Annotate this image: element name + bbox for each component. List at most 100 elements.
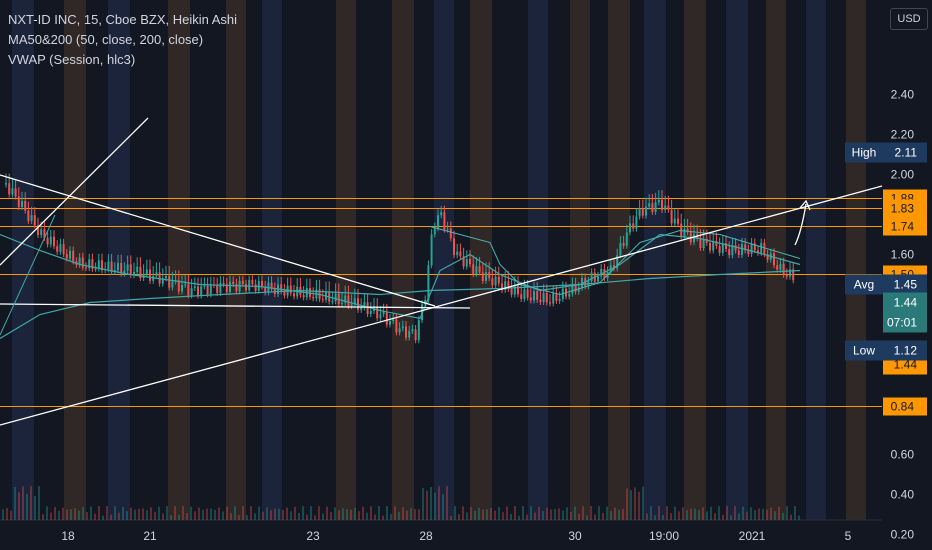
candle-body (360, 307, 363, 310)
candle-body (504, 281, 507, 291)
candle-body (264, 286, 267, 293)
volume-bar (6, 508, 8, 520)
volume-bar (422, 487, 424, 520)
candle-body (376, 306, 379, 319)
candle-body (193, 286, 196, 289)
volume-bar (334, 507, 336, 520)
volume-bar (162, 513, 164, 520)
volume-bar (386, 506, 388, 520)
candle-body (481, 272, 484, 281)
price-tag-value: 1.12 (894, 344, 918, 358)
volume-bar (798, 515, 800, 520)
candle-body (312, 296, 315, 299)
volume-bar (586, 515, 588, 520)
candle-body (673, 218, 676, 224)
candle-body (120, 262, 123, 274)
candle-body (526, 289, 529, 298)
candle-body (398, 328, 401, 333)
candle-body (497, 276, 500, 284)
price-tag-bg (883, 274, 927, 295)
candle-body (59, 244, 62, 252)
volume-bar (750, 507, 752, 520)
candle-body (187, 284, 190, 296)
session-band (726, 0, 748, 520)
session-band (336, 0, 356, 520)
candle-body (184, 284, 187, 286)
volume-bar (718, 506, 720, 520)
volume-bar (738, 513, 740, 520)
candle-body (456, 251, 459, 256)
candle-body (248, 279, 251, 291)
volume-bar (658, 506, 660, 520)
volume-bar (150, 507, 152, 520)
session-band (806, 0, 826, 520)
candle-body (209, 284, 212, 295)
price-tag-value: 2.11 (895, 146, 918, 160)
volume-bar (606, 506, 608, 520)
volume-bar (314, 515, 316, 520)
candle-body (241, 280, 244, 284)
volume-bar (650, 506, 652, 520)
candle-body (190, 288, 193, 296)
candle-body (37, 225, 39, 235)
volume-bar (262, 511, 264, 520)
session-band (226, 0, 246, 520)
volume-bar (302, 506, 304, 520)
candle-body (152, 276, 155, 281)
candle-body (139, 266, 142, 279)
volume-bar (590, 506, 592, 520)
volume-bar (662, 514, 664, 520)
volume-bar (642, 486, 644, 520)
candle-body (270, 282, 273, 290)
candle-body (718, 245, 721, 253)
x-tick-label: 2021 (739, 529, 766, 543)
candle-body (219, 282, 222, 293)
candle-body (507, 281, 510, 289)
candle-body (539, 299, 542, 302)
volume-bar (258, 506, 260, 520)
candle-body (341, 302, 343, 304)
volume-bar (686, 509, 688, 520)
volume-bar (578, 513, 580, 520)
volume-bar (230, 513, 232, 520)
volume-bar (210, 508, 212, 520)
candle-body (245, 283, 247, 291)
session-band (528, 0, 548, 520)
volume-bar (790, 514, 792, 520)
candle-body (449, 228, 452, 239)
price-tag-value: 1.44 (894, 358, 918, 372)
candle-body (206, 285, 209, 295)
trend-line-teal (0, 214, 56, 336)
candle-body (475, 266, 478, 274)
candle-body (629, 223, 631, 233)
volume-bar (498, 507, 500, 520)
volume-bar (786, 506, 788, 520)
candle-body (533, 291, 535, 301)
currency-button[interactable]: USD (890, 8, 928, 30)
volume-bar (406, 510, 408, 520)
volume-bar (682, 507, 684, 520)
volume-bar (138, 508, 140, 520)
candle-body (411, 329, 414, 332)
candle-body (145, 269, 148, 275)
candle-body (283, 291, 286, 296)
volume-bar (634, 487, 636, 520)
volume-bar (254, 513, 256, 520)
volume-bar (446, 486, 448, 520)
horizontal-line (0, 303, 471, 309)
candle-body (91, 259, 94, 269)
session-band (262, 0, 282, 520)
candle-body (462, 256, 465, 267)
session-band (570, 0, 590, 520)
candle-body (469, 258, 471, 265)
price-tag-bg (883, 142, 927, 163)
candle-body (88, 259, 91, 269)
candle-body (5, 183, 7, 185)
session-band (766, 0, 786, 520)
candle-body (686, 228, 689, 233)
y-tick-label: 0.20 (891, 528, 915, 542)
session-band (168, 0, 190, 520)
volume-bar (674, 506, 676, 520)
vwap-line (429, 226, 801, 296)
